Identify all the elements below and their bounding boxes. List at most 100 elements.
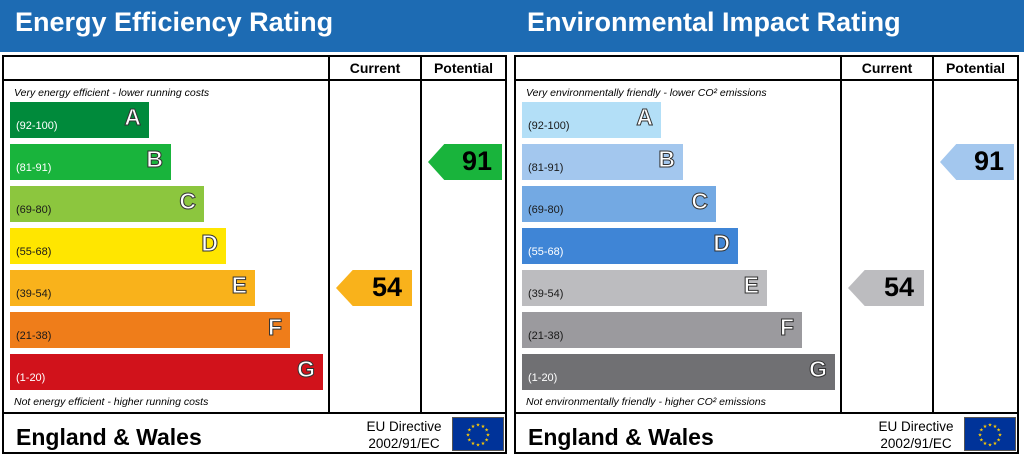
energy-current-value: 54 — [371, 272, 402, 302]
band-e: (39-54) E — [522, 270, 767, 306]
header-divider — [4, 79, 505, 81]
eu-flag-icon: ★ ★ ★ ★ ★ ★ ★ ★ ★ ★ ★ ★ — [452, 417, 504, 451]
environmental-current-rating-arrow: 54 — [848, 270, 924, 306]
region-label: England & Wales — [16, 424, 202, 450]
band-g: (1-20) G — [10, 354, 323, 390]
band-f: (21-38) F — [522, 312, 802, 348]
energy-title: Energy Efficiency Rating — [15, 7, 334, 37]
environmental-current-value: 54 — [883, 272, 914, 302]
band-letter-label: D — [713, 230, 731, 257]
band-letter-label: E — [743, 272, 759, 299]
environmental-potential-value: 91 — [973, 146, 1004, 176]
directive-line-1: EU Directive — [878, 419, 954, 434]
eu-star: ★ — [471, 424, 476, 430]
energy-chart-frame: Current Potential Very energy efficient … — [2, 55, 507, 454]
eu-star: ★ — [983, 441, 988, 447]
energy-current-rating-arrow: 54 — [336, 270, 412, 306]
band-range-label: (21-38) — [528, 330, 564, 342]
eu-star: ★ — [978, 433, 983, 439]
environmental-title: Environmental Impact Rating — [527, 7, 901, 37]
band-range-label: (39-54) — [528, 288, 564, 300]
current-column-header: Current — [349, 60, 401, 76]
band-range-label: (55-68) — [528, 246, 564, 258]
eu-star: ★ — [993, 441, 998, 447]
band-letter-label: D — [201, 230, 219, 257]
eu-star: ★ — [476, 443, 481, 449]
band-range-label: (92-100) — [528, 120, 570, 132]
band-range-label: (69-80) — [16, 204, 52, 216]
band-d: (55-68) D — [522, 228, 738, 264]
band-range-label: (92-100) — [16, 120, 58, 132]
environmental-chart-frame: Current Potential Very environmentally f… — [514, 55, 1019, 454]
band-letter-label: F — [779, 314, 794, 341]
current-column-divider — [328, 57, 330, 412]
environmental-potential-rating-arrow: 91 — [940, 144, 1014, 180]
energy-title-bar: Energy Efficiency Rating — [0, 0, 512, 52]
eu-star: ★ — [993, 424, 998, 430]
potential-column-divider — [932, 57, 934, 412]
band-letter-label: G — [809, 356, 828, 383]
band-range-label: (1-20) — [528, 372, 558, 384]
band-letter-label: A — [124, 104, 142, 131]
eu-stars: ★★★★★★★★★ ★ ★★ — [978, 423, 1003, 449]
band-a: (92-100) A — [522, 102, 661, 138]
band-letter-label: B — [146, 146, 164, 173]
eu-star: ★ — [988, 443, 993, 449]
environmental-impact-panel: Environmental Impact Rating Current Pote… — [512, 0, 1024, 457]
band-range-label: (81-91) — [16, 162, 52, 174]
arrow-shape — [428, 144, 502, 180]
band-letter-label: C — [691, 188, 709, 215]
band-f: (21-38) F — [10, 312, 290, 348]
eu-star: ★ — [476, 423, 481, 429]
directive-line-2: 2002/91/EC — [880, 436, 952, 451]
potential-column-header: Potential — [945, 60, 1006, 76]
band-c: (69-80) C — [10, 186, 204, 222]
eu-star: ★ — [979, 428, 984, 434]
band-letter-label: F — [267, 314, 282, 341]
energy-potential-value: 91 — [461, 146, 492, 176]
potential-column-header: Potential — [433, 60, 494, 76]
band-c: (69-80) C — [522, 186, 716, 222]
band-letter-label: C — [179, 188, 197, 215]
bottom-caption: Not energy efficient - higher running co… — [14, 396, 209, 408]
band-a: (92-100) A — [10, 102, 149, 138]
potential-column-divider — [420, 57, 422, 412]
band-g: (1-20) G — [522, 354, 835, 390]
footer-divider — [4, 412, 505, 414]
eu-directive-label: EU Directive 2002/91/EC — [871, 418, 961, 452]
band-range-label: (69-80) — [528, 204, 564, 216]
eu-star: ★ — [998, 433, 1003, 439]
eu-star: ★ — [484, 438, 489, 444]
band-letter-label: G — [297, 356, 316, 383]
eu-star: ★ — [979, 438, 984, 444]
arrow-shape — [848, 270, 924, 306]
top-caption: Very environmentally friendly - lower CO… — [526, 87, 767, 99]
eu-star: ★ — [466, 433, 471, 439]
energy-efficiency-panel: Energy Efficiency Rating Current Potenti… — [0, 0, 512, 454]
arrow-shape — [940, 144, 1014, 180]
band-range-label: (39-54) — [16, 288, 52, 300]
eu-stars: ★★★★★★★★★ ★ ★★ — [466, 423, 491, 449]
eu-star: ★ — [467, 438, 472, 444]
arrow-shape — [336, 270, 412, 306]
band-d: (55-68) D — [10, 228, 226, 264]
eu-star: ★ — [471, 441, 476, 447]
directive-line-1: EU Directive — [366, 419, 442, 434]
energy-potential-rating-arrow: 91 — [428, 144, 502, 180]
eu-flag-icon: ★ ★ ★ ★ ★ ★ ★ ★ ★ ★ ★ ★ — [964, 417, 1016, 451]
band-letter-label: E — [231, 272, 247, 299]
header-divider — [516, 79, 1017, 81]
environmental-title-bar: Environmental Impact Rating — [512, 0, 1024, 52]
band-b: (81-91) B — [10, 144, 171, 180]
eu-star: ★ — [983, 424, 988, 430]
band-letter-label: B — [658, 146, 676, 173]
eu-directive-label: EU Directive 2002/91/EC — [359, 418, 449, 452]
bottom-caption: Not environmentally friendly - higher CO… — [526, 396, 766, 408]
eu-star: ★ — [996, 428, 1001, 434]
eu-star: ★ — [481, 424, 486, 430]
band-range-label: (21-38) — [16, 330, 52, 342]
region-label: England & Wales — [528, 424, 714, 450]
band-range-label: (55-68) — [16, 246, 52, 258]
top-caption: Very energy efficient - lower running co… — [14, 87, 210, 99]
eu-star: ★ — [996, 438, 1001, 444]
